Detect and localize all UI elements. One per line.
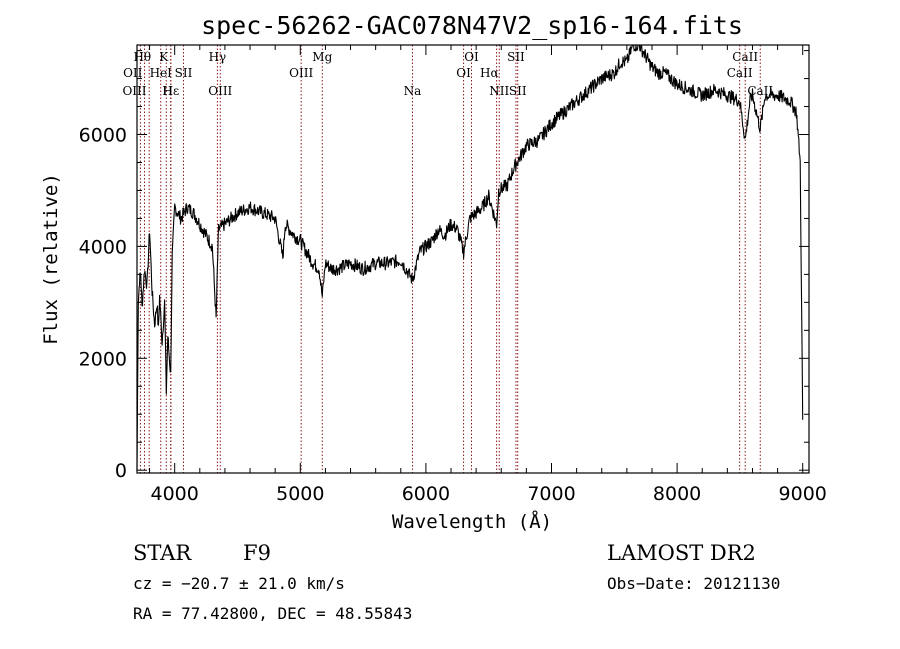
spectral-line-label: H [162,84,172,98]
x-tick-label: 9000 [779,483,827,505]
redshift-text: cz = −20.7 ± 21.0 km/s [133,574,345,593]
y-axis-label: Flux (relative) [40,173,62,345]
coordinates: RA = 77.42800, DEC = 48.55843 [133,604,412,623]
x-tick-label: 6000 [402,483,450,505]
spectral-line-label: CaII [727,66,753,80]
spectral-line-label: SII [175,66,193,80]
spectral-line-label: CaII [732,50,758,64]
x-tick-label: 4000 [151,483,199,505]
spectral-line-label: OI [464,50,479,64]
spectral-line-label: K [159,50,169,64]
spectral-line-label: Hα [480,66,499,80]
x-tick-label: 5000 [276,483,324,505]
spectral-line-markers [139,45,761,473]
spectral-line-label: OIII [289,66,313,80]
obs-date: Obs−Date: 20121130 [607,574,780,593]
plot-frame [136,44,810,474]
chart-title: spec-56262-GAC078N47V2_sp16-164.fits [201,11,743,40]
spectral-line-labels: HθOIIOIIIHeIKHHεSIIHγOIIIOIIIMgNaOIOIHαN… [122,50,773,98]
y-tick-label: 2000 [79,348,127,370]
spectral-line-label: OII [123,66,143,80]
spectral-line-label: OIII [122,84,146,98]
survey-name: LAMOST DR2 [607,541,756,565]
x-tick-label: 7000 [527,483,575,505]
spectral-line-label: HeI [150,66,173,80]
spectral-line-label: OI [456,66,471,80]
object-subclass: F9 [243,541,271,565]
spectral-line-label: OIII [208,84,232,98]
object-class: STAR [133,541,192,565]
y-tick-label: 4000 [79,236,127,258]
spectral-line-label: Hθ [133,50,151,64]
axis-tick-labels: 4000 5000 6000 7000 8000 9000 0 2000 4000 6000 [79,125,827,505]
x-axis-label: Wavelength (Å) [392,510,552,533]
spectrum-line [136,44,804,471]
spectral-line-label: NII [489,84,509,98]
spectral-line-label: Na [404,84,422,98]
spectral-line-label: Hε [163,84,180,98]
axis-ticks [137,45,809,473]
y-tick-label: 0 [115,460,127,482]
x-tick-label: 8000 [653,483,701,505]
spectral-line-label: Mg [312,50,332,64]
spectral-line-label: SII [509,84,527,98]
spectral-line-label: Hγ [209,50,227,64]
y-tick-label: 6000 [79,125,127,147]
spectral-line-label: SII [507,50,525,64]
